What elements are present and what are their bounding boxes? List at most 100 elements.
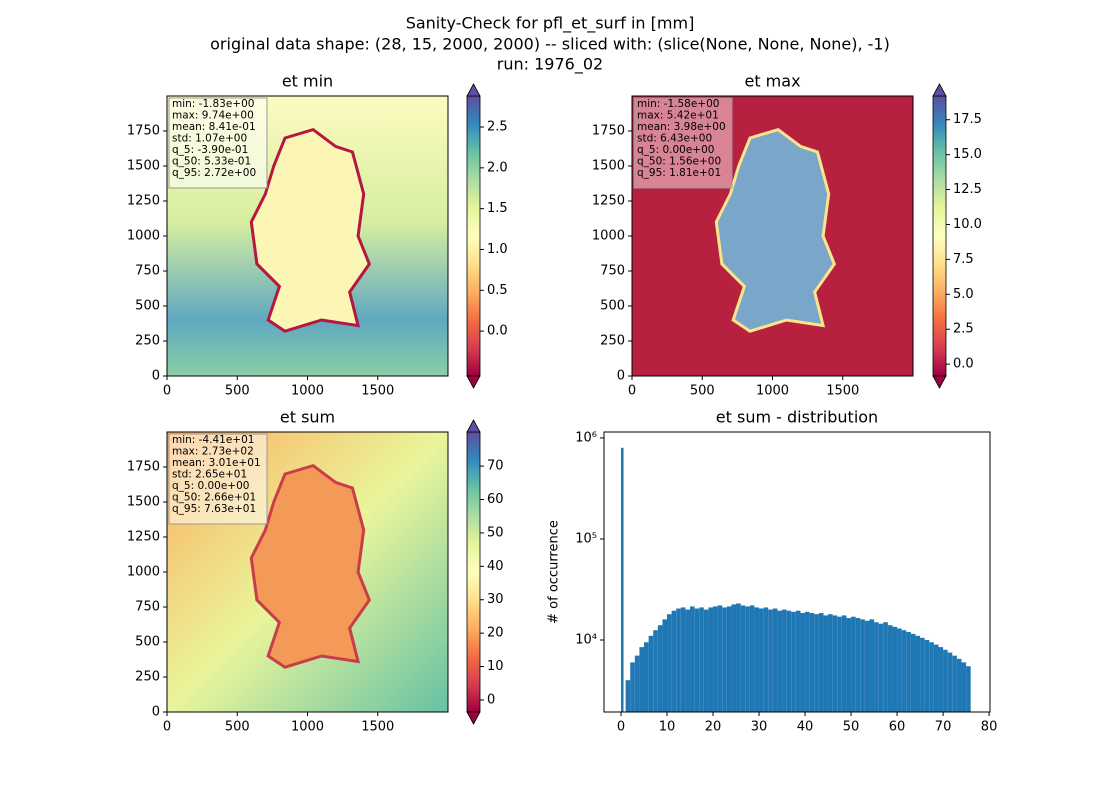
colorbar-tick-label: 0.5	[487, 283, 508, 298]
stats-text: std: 1.07e+00	[172, 133, 247, 145]
hist-bar	[685, 609, 691, 712]
colorbar	[932, 95, 947, 377]
x-tick-label: 500	[225, 720, 250, 735]
x-tick-label: 0	[617, 720, 625, 735]
hist-bar	[901, 630, 907, 712]
colorbar-tick-label: 1.0	[487, 242, 508, 257]
hist-bar	[699, 607, 704, 712]
hist-bar	[690, 606, 695, 712]
x-tick-label: 60	[889, 720, 906, 735]
hist-bar	[878, 623, 884, 712]
hist-bar	[846, 618, 852, 712]
stats-text: q_5: 0.00e+00	[637, 144, 714, 156]
stats-box	[168, 433, 268, 525]
stats-text: q_50: 1.56e+00	[637, 156, 721, 168]
hist-bar	[763, 607, 769, 712]
x-tick-label: 500	[690, 384, 715, 399]
axes-title: et sum - distribution	[716, 408, 878, 427]
y-tick-label: 0	[617, 369, 625, 384]
colorbar-tick-label: 30	[487, 592, 504, 607]
stats-text: max: 2.73e+02	[172, 446, 254, 458]
y-tick-label: 1000	[127, 229, 160, 244]
x-tick-label: 0	[163, 720, 171, 735]
axes-title: et min	[282, 72, 333, 91]
hist-bar	[933, 644, 939, 712]
colorbar-tick-label: 15.0	[953, 147, 982, 162]
y-tick-label: 1750	[592, 124, 625, 139]
y-tick-label: 250	[135, 334, 160, 349]
hist-bar	[915, 635, 921, 712]
hist-bar	[920, 637, 925, 712]
hist-bar	[855, 618, 861, 712]
x-tick-label: 0	[163, 384, 171, 399]
hist-bar	[800, 613, 806, 712]
y-tick-label: 1250	[592, 194, 625, 209]
y-tick-label: 500	[600, 299, 625, 314]
colorbar-tick-label: 2.5	[953, 322, 974, 337]
hist-bar	[883, 622, 888, 712]
hist-bar	[938, 647, 944, 712]
hist-bar	[708, 607, 714, 712]
hist-bar	[814, 614, 819, 712]
hist-bar	[662, 619, 668, 712]
x-tick-label: 1000	[291, 720, 324, 735]
y-tick-label: 1000	[592, 229, 625, 244]
colorbar-extend	[466, 419, 481, 433]
y-tick-label: 750	[135, 264, 160, 279]
stats-text: std: 2.65e+01	[172, 469, 247, 481]
hist-bar	[860, 619, 865, 712]
hist-bar	[966, 666, 971, 712]
y-tick-label: 1750	[127, 124, 160, 139]
hist-bar	[749, 605, 755, 712]
colorbar-tick-label: 40	[487, 559, 504, 574]
hist-bar	[924, 639, 930, 712]
hist-bar	[671, 610, 677, 712]
colorbar-tick-label: 20	[487, 626, 504, 641]
colorbar-tick-label: 0.0	[487, 324, 508, 339]
stats-text: std: 6.43e+00	[637, 133, 712, 145]
colorbar-tick-label: 1.5	[487, 201, 508, 216]
hist-bar	[772, 608, 778, 712]
stats-text: q_95: 2.72e+00	[172, 167, 256, 179]
x-tick-label: 20	[705, 720, 722, 735]
x-tick-label: 1500	[826, 384, 859, 399]
colorbar-extend	[466, 375, 481, 389]
hist-bar	[717, 605, 723, 712]
stats-text: max: 5.42e+01	[637, 110, 719, 122]
stats-text: mean: 3.01e+01	[172, 457, 261, 469]
stats-text: q_5: 0.00e+00	[172, 480, 249, 492]
stats-text: q_95: 1.81e+01	[637, 167, 721, 179]
colorbar-tick-label: 2.5	[487, 120, 508, 135]
hist-bar	[740, 605, 746, 712]
y-tick-label: 0	[152, 369, 160, 384]
y-tick-label: 1500	[592, 159, 625, 174]
hist-bar	[676, 608, 681, 712]
colorbar-tick-label: 12.5	[953, 182, 982, 197]
map-region	[249, 463, 372, 669]
x-tick-label: 10	[659, 720, 676, 735]
colorbar	[466, 95, 481, 377]
y-tick-label: 250	[135, 670, 160, 685]
y-tick-label: 10⁶	[575, 430, 597, 445]
y-tick-label: 10⁵	[575, 531, 597, 546]
stats-box	[633, 97, 733, 189]
y-tick-label: 750	[600, 264, 625, 279]
axes-frame	[631, 95, 914, 377]
suptitle: original data shape: (28, 15, 2000, 2000…	[210, 35, 890, 54]
hist-bar	[736, 603, 741, 712]
x-tick-label: 50	[843, 720, 860, 735]
hist-bar	[874, 622, 879, 712]
colorbar-tick-label: 10.0	[953, 217, 982, 232]
hist-bar	[713, 606, 718, 712]
hist-bar	[768, 609, 773, 712]
hist-bar	[786, 610, 792, 712]
y-tick-label: 1250	[127, 194, 160, 209]
colorbar-tick-label: 2.0	[487, 160, 508, 175]
hist-bar	[703, 609, 709, 712]
colorbar-tick-label: 50	[487, 525, 504, 540]
y-tick-label: 1250	[127, 530, 160, 545]
hist-bar	[947, 652, 953, 712]
y-tick-label: 500	[135, 635, 160, 650]
colorbar-extend	[932, 83, 947, 97]
